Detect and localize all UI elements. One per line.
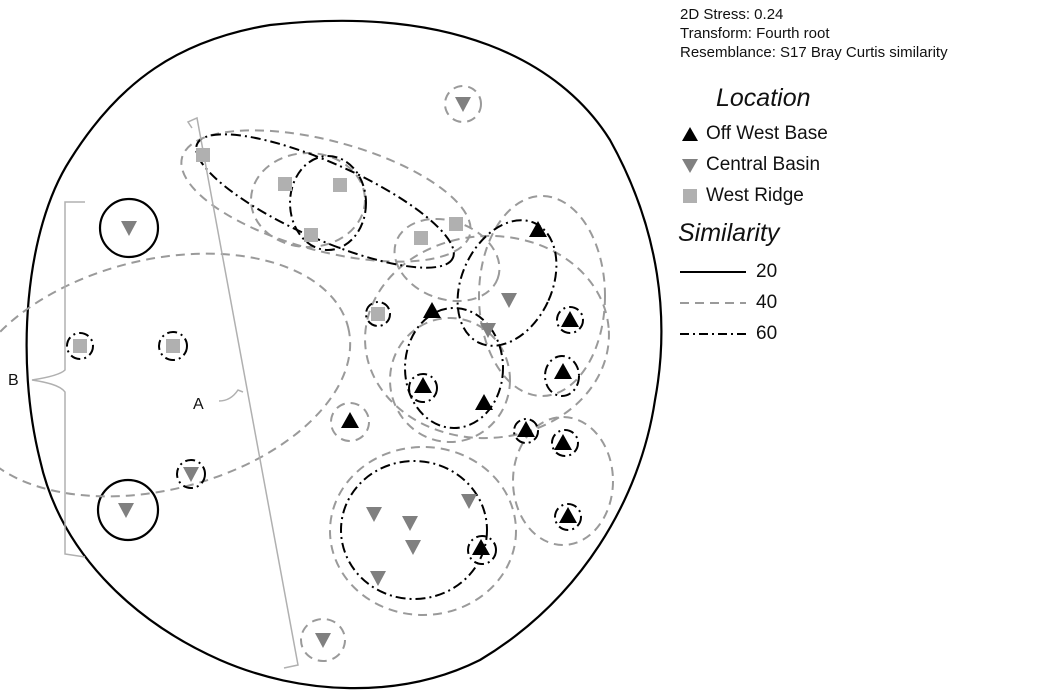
group-label-b: B xyxy=(8,372,19,389)
marker-off-west-base xyxy=(517,421,535,437)
contour-60 xyxy=(365,301,391,327)
contour-60 xyxy=(404,307,504,429)
group-brackets xyxy=(31,116,299,669)
marker-central-basin xyxy=(480,323,496,338)
dash-dot-line-icon xyxy=(680,332,746,335)
marker-off-west-base xyxy=(475,394,493,410)
legend-similarity: 20 40 60 xyxy=(678,256,777,349)
marker-west-ridge xyxy=(449,217,463,231)
legend-location-title: Location xyxy=(716,84,811,112)
contour-60 xyxy=(176,459,206,489)
marker-off-west-base xyxy=(414,377,432,393)
marker-west-ridge xyxy=(304,228,318,242)
triangle-down-icon xyxy=(682,158,698,173)
legend-item-40: 40 xyxy=(678,287,777,318)
marker-off-west-base xyxy=(341,412,359,428)
marker-central-basin xyxy=(315,633,331,648)
stress-text: 2D Stress: 0.24 xyxy=(680,6,784,23)
contour-40 xyxy=(478,195,606,397)
transform-text: Transform: Fourth root xyxy=(680,25,830,42)
marker-off-west-base xyxy=(559,507,577,523)
contour-40 xyxy=(330,402,370,442)
dashed-line-icon xyxy=(680,301,746,304)
contour-60 xyxy=(551,429,579,457)
triangle-up-icon xyxy=(682,126,698,141)
contour-40 xyxy=(512,416,614,546)
marker-central-basin xyxy=(461,494,477,509)
group-label-a: A xyxy=(193,396,204,413)
contour-20-circle xyxy=(96,478,160,542)
contour-60 xyxy=(408,373,438,403)
marker-central-basin xyxy=(405,540,421,555)
marker-central-basin xyxy=(501,293,517,308)
marker-central-basin xyxy=(366,507,382,522)
legend-similarity-title: Similarity xyxy=(678,219,780,247)
legend-item-central-basin: Central Basin xyxy=(678,149,828,180)
contour-40 xyxy=(444,85,482,123)
marker-central-basin xyxy=(455,97,471,112)
contour-60 xyxy=(158,331,188,361)
contour-40 xyxy=(300,618,346,662)
contour-40 xyxy=(329,446,517,616)
resemblance-text: Resemblance: S17 Bray Curtis similarity xyxy=(680,44,948,61)
square-icon xyxy=(683,188,697,203)
marker-west-ridge xyxy=(196,148,210,162)
legend-location: Off West Base Central Basin West Ridge xyxy=(678,118,828,211)
marker-off-west-base xyxy=(554,434,572,450)
contour-60 xyxy=(456,219,558,347)
marker-off-west-base xyxy=(529,221,547,237)
bracket-a-tick xyxy=(218,389,244,402)
marker-off-west-base xyxy=(561,311,579,327)
contour-60 xyxy=(195,133,455,269)
marker-west-ridge xyxy=(166,339,180,353)
contour-60 xyxy=(340,460,488,600)
marker-central-basin xyxy=(183,467,199,482)
contour-20-outer xyxy=(25,19,663,690)
bracket-a xyxy=(186,116,299,669)
legend-item-off-west-base: Off West Base xyxy=(678,118,828,149)
marker-west-ridge xyxy=(414,231,428,245)
marker-central-basin xyxy=(402,516,418,531)
contour-40 xyxy=(389,317,511,443)
contour-60 xyxy=(554,503,582,531)
contour-60 xyxy=(544,355,580,397)
solid-line-icon xyxy=(680,270,746,273)
contour-40 xyxy=(0,252,352,498)
contour-60 xyxy=(513,418,539,444)
contour-60 xyxy=(556,306,584,334)
marker-west-ridge xyxy=(333,178,347,192)
contour-60 xyxy=(66,332,94,360)
legend-item-west-ridge: West Ridge xyxy=(678,180,828,211)
contour-40 xyxy=(364,234,610,440)
legend-item-20: 20 xyxy=(678,256,777,287)
marker-central-basin xyxy=(370,571,386,586)
marker-off-west-base xyxy=(554,363,572,379)
contour-60 xyxy=(289,155,367,251)
marker-central-basin xyxy=(118,503,134,518)
marker-central-basin xyxy=(121,221,137,236)
marker-west-ridge xyxy=(371,307,385,321)
contour-60 xyxy=(467,535,497,565)
marker-west-ridge xyxy=(278,177,292,191)
legend-item-60: 60 xyxy=(678,318,777,349)
similarity-contours xyxy=(0,19,663,690)
marker-off-west-base xyxy=(472,539,490,555)
contour-40 xyxy=(180,129,472,263)
contour-20-circle xyxy=(98,197,160,259)
sample-markers xyxy=(73,97,579,648)
marker-west-ridge xyxy=(73,339,87,353)
contour-40 xyxy=(393,217,501,303)
plot-info: 2D Stress: 0.24 Transform: Fourth root R… xyxy=(680,5,948,62)
marker-off-west-base xyxy=(423,302,441,318)
bracket-b xyxy=(31,201,86,558)
